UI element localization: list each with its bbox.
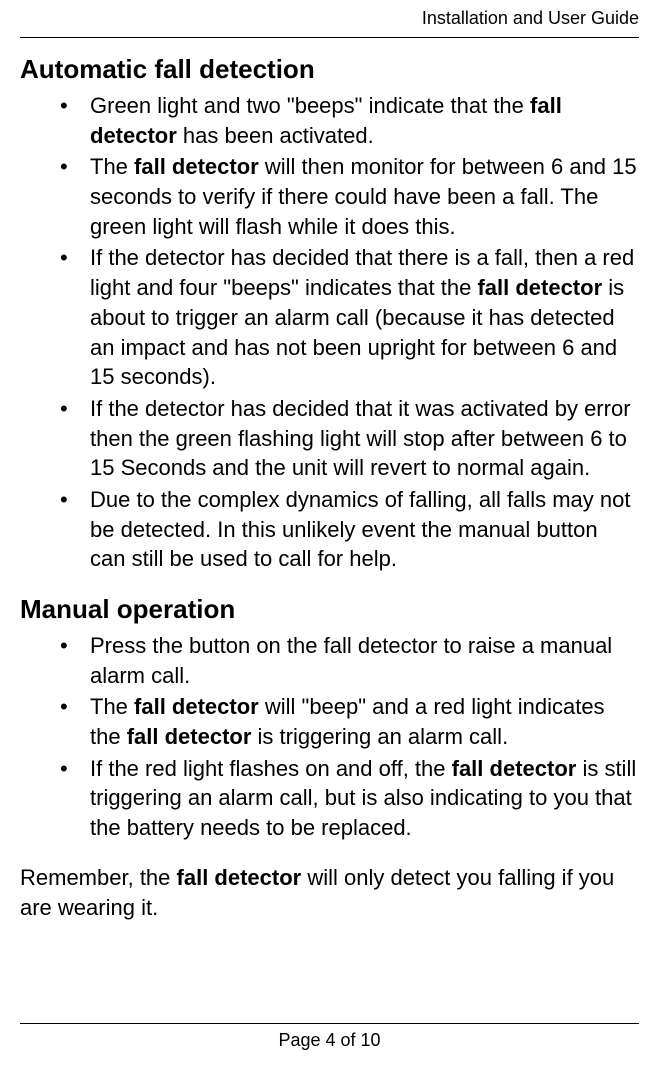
text-fragment: Green light and two "beeps" indicate tha…	[90, 93, 530, 118]
auto-fall-heading: Automatic fall detection	[20, 54, 639, 85]
bold-term: fall detector	[177, 865, 302, 890]
list-item: Press the button on the fall detector to…	[60, 631, 639, 690]
auto-fall-list: Green light and two "beeps" indicate tha…	[20, 91, 639, 574]
bold-term: fall detector	[134, 154, 259, 179]
list-item: If the red light flashes on and off, the…	[60, 754, 639, 843]
manual-op-list: Press the button on the fall detector to…	[20, 631, 639, 843]
header-title: Installation and User Guide	[422, 8, 639, 28]
bold-term: fall detector	[477, 275, 602, 300]
text-fragment: The	[90, 154, 134, 179]
page-content: Automatic fall detection Green light and…	[20, 38, 639, 1023]
text-fragment: The	[90, 694, 134, 719]
list-item: If the detector has decided that it was …	[60, 394, 639, 483]
list-item: The fall detector will "beep" and a red …	[60, 692, 639, 751]
list-item: Due to the complex dynamics of falling, …	[60, 485, 639, 574]
list-item: Green light and two "beeps" indicate tha…	[60, 91, 639, 150]
reminder-paragraph: Remember, the fall detector will only de…	[20, 863, 639, 922]
text-fragment: Press the button on the fall detector to…	[90, 633, 612, 688]
page-number: Page 4 of 10	[278, 1030, 380, 1050]
text-fragment: If the red light flashes on and off, the	[90, 756, 452, 781]
list-item: The fall detector will then monitor for …	[60, 152, 639, 241]
manual-op-heading: Manual operation	[20, 594, 639, 625]
list-item: If the detector has decided that there i…	[60, 243, 639, 391]
text-fragment: has been activated.	[177, 123, 374, 148]
bold-term: fall detector	[134, 694, 259, 719]
text-fragment: If the detector has decided that it was …	[90, 396, 631, 480]
text-fragment: is triggering an alarm call.	[251, 724, 508, 749]
page-header: Installation and User Guide	[20, 0, 639, 38]
text-fragment: Due to the complex dynamics of falling, …	[90, 487, 630, 571]
text-fragment: Remember, the	[20, 865, 177, 890]
page-footer: Page 4 of 10	[20, 1023, 639, 1065]
bold-term: fall detector	[452, 756, 577, 781]
bold-term: fall detector	[127, 724, 252, 749]
